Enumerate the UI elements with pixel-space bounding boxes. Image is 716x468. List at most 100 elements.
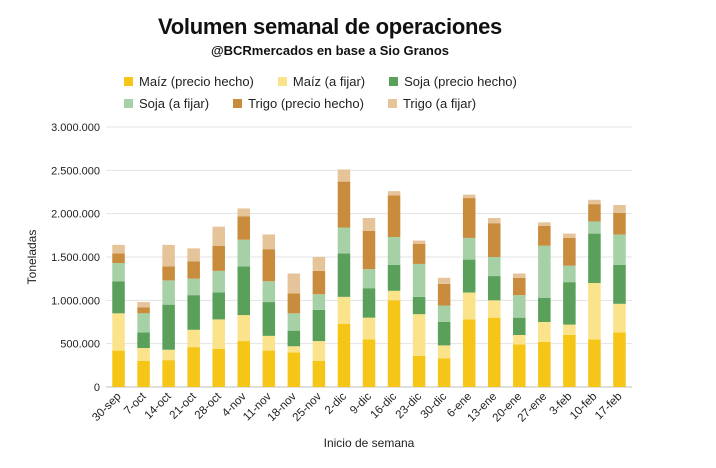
bar-segment xyxy=(237,216,251,240)
legend-item: Maíz (precio hecho) xyxy=(124,74,254,89)
bar-segment xyxy=(563,233,576,238)
legend-swatch xyxy=(124,76,133,86)
legend-item: Trigo (a fijar) xyxy=(387,96,476,111)
bar-segment xyxy=(337,296,351,324)
bar-segment xyxy=(112,253,125,264)
bar-segment xyxy=(187,295,200,330)
bar-segment xyxy=(613,234,626,265)
legend-swatch xyxy=(124,98,133,108)
bar-segment xyxy=(538,245,551,298)
bar-segment xyxy=(588,233,601,283)
bar-segment xyxy=(513,335,526,345)
bar-segment xyxy=(387,264,401,291)
bar-segment xyxy=(312,341,326,361)
bar-segment xyxy=(137,302,150,308)
bar-segment xyxy=(513,317,526,335)
bar-segment xyxy=(588,283,601,340)
bar-segment xyxy=(387,195,401,238)
bar-segment xyxy=(563,335,576,387)
bar-segment xyxy=(187,347,200,387)
y-tick-label: 1.000.000 xyxy=(51,295,100,307)
bar-segment xyxy=(437,345,451,359)
bar-segment xyxy=(212,292,225,320)
bar-segment xyxy=(412,244,426,264)
legend-swatch xyxy=(277,76,287,86)
bar-segment xyxy=(162,360,175,387)
bar-segment xyxy=(362,218,376,231)
chart-subtitle: @BCRmercados en base a Sio Granos xyxy=(210,43,450,58)
bar-segment xyxy=(112,313,125,351)
x-axis-label: Inicio de semana xyxy=(324,436,415,450)
y-tick-label: 0 xyxy=(94,382,100,394)
bar-segment xyxy=(137,332,150,348)
bar-segment xyxy=(187,261,200,279)
bar-segment xyxy=(262,249,276,282)
bar-segment xyxy=(387,191,401,196)
bar-segment xyxy=(337,227,351,254)
bar-segment xyxy=(412,296,426,315)
bar-segment xyxy=(262,234,276,250)
legend-row: Maíz (precio hecho) Maíz (a fijar) Soja (p… xyxy=(124,70,564,92)
bar-segment xyxy=(162,266,175,281)
legend-label: Maíz (precio hecho) xyxy=(139,73,254,89)
bar-segment xyxy=(387,237,401,265)
x-tick-label: 23-dic xyxy=(394,390,425,421)
legend-label: Trigo (precio hecho) xyxy=(248,95,364,111)
bar-segment xyxy=(162,304,175,350)
legend-swatch xyxy=(387,98,397,108)
bar-segment xyxy=(112,263,125,282)
bar-segment xyxy=(588,199,601,205)
bar-segment xyxy=(588,339,601,387)
bar-segment xyxy=(287,293,301,314)
bar-segment xyxy=(613,205,626,213)
bar-segment xyxy=(613,303,626,333)
bar-segment xyxy=(538,225,551,246)
bar-segment xyxy=(362,269,376,289)
x-tick-label: 10-feb xyxy=(568,391,600,423)
bar-segment xyxy=(538,222,551,226)
bar-segment xyxy=(563,282,576,325)
legend-item: Soja (precio hecho) xyxy=(389,74,517,89)
bar-segment xyxy=(412,355,426,387)
bar-segment xyxy=(162,280,175,305)
bar-segment xyxy=(187,278,200,296)
bar-segment xyxy=(538,297,551,322)
y-tick-label: 2.500.000 xyxy=(51,165,100,177)
y-tick-label: 1.500.000 xyxy=(51,252,100,264)
bar-segment xyxy=(437,358,451,387)
y-tick-label: 3.000.000 xyxy=(51,122,100,134)
legend-label: Soja (a fijar) xyxy=(139,95,210,111)
bar-segment xyxy=(137,348,150,361)
bar-segment xyxy=(337,253,351,297)
bar-segment xyxy=(437,322,451,346)
bar-segment xyxy=(212,319,225,349)
x-tick-label: 30-sep xyxy=(90,391,123,424)
x-tick-label: 25-nov xyxy=(291,390,325,424)
bar-segment xyxy=(262,335,276,351)
chart-title: Volumen semanal de operaciones xyxy=(158,14,502,39)
bar-segment xyxy=(237,341,251,387)
bar-segment xyxy=(237,315,251,342)
bar-segment xyxy=(538,341,551,387)
x-tick-label: 16-dic xyxy=(369,390,400,421)
bar-segment xyxy=(613,212,626,235)
bar-segment xyxy=(487,218,501,224)
legend-label: Maíz (a fijar) xyxy=(292,73,366,89)
bar-segment xyxy=(588,204,601,222)
bar-segment xyxy=(487,257,501,277)
bar-segment xyxy=(412,263,426,297)
bar-segment xyxy=(362,288,376,318)
bar-segment xyxy=(563,237,576,266)
bar-segment xyxy=(437,277,451,284)
legend-item: Trigo (precio hecho) xyxy=(233,96,364,111)
y-axis-label: Toneladas xyxy=(25,230,39,285)
bar-segment xyxy=(212,270,225,293)
bar-segment xyxy=(237,239,251,267)
bar-segment xyxy=(563,265,576,283)
bar-segment xyxy=(513,295,526,318)
bar-segment xyxy=(362,317,376,340)
bar-segment xyxy=(262,281,276,303)
y-tick-label: 2.000.000 xyxy=(51,209,100,221)
bar-segment xyxy=(462,198,476,238)
